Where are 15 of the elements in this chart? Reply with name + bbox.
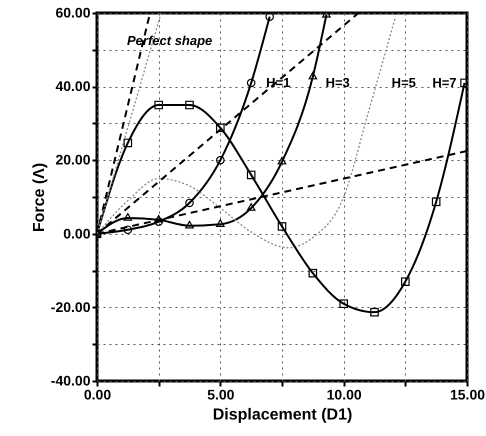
- y-tick-label: -40.00: [50, 372, 91, 388]
- series-label: H=5: [392, 74, 416, 90]
- x-tick-label: 0.00: [84, 386, 112, 402]
- x-axis-title: Displacement (D1): [212, 406, 352, 424]
- series-label: H=7: [432, 74, 457, 90]
- y-tick-label: 60.00: [55, 4, 91, 20]
- x-tick-label: 10.00: [326, 386, 362, 402]
- y-axis-title: Force (Λ): [30, 162, 48, 232]
- y-tick-label: -20.00: [50, 298, 91, 315]
- x-tick-label: 5.00: [207, 386, 235, 402]
- x-tick-label: 15.00: [450, 386, 486, 402]
- y-tick-label: 0.00: [63, 225, 91, 242]
- series-label: H=3: [326, 74, 350, 90]
- y-tick-label: 20.00: [55, 152, 91, 168]
- y-tick-label: 40.00: [55, 78, 91, 94]
